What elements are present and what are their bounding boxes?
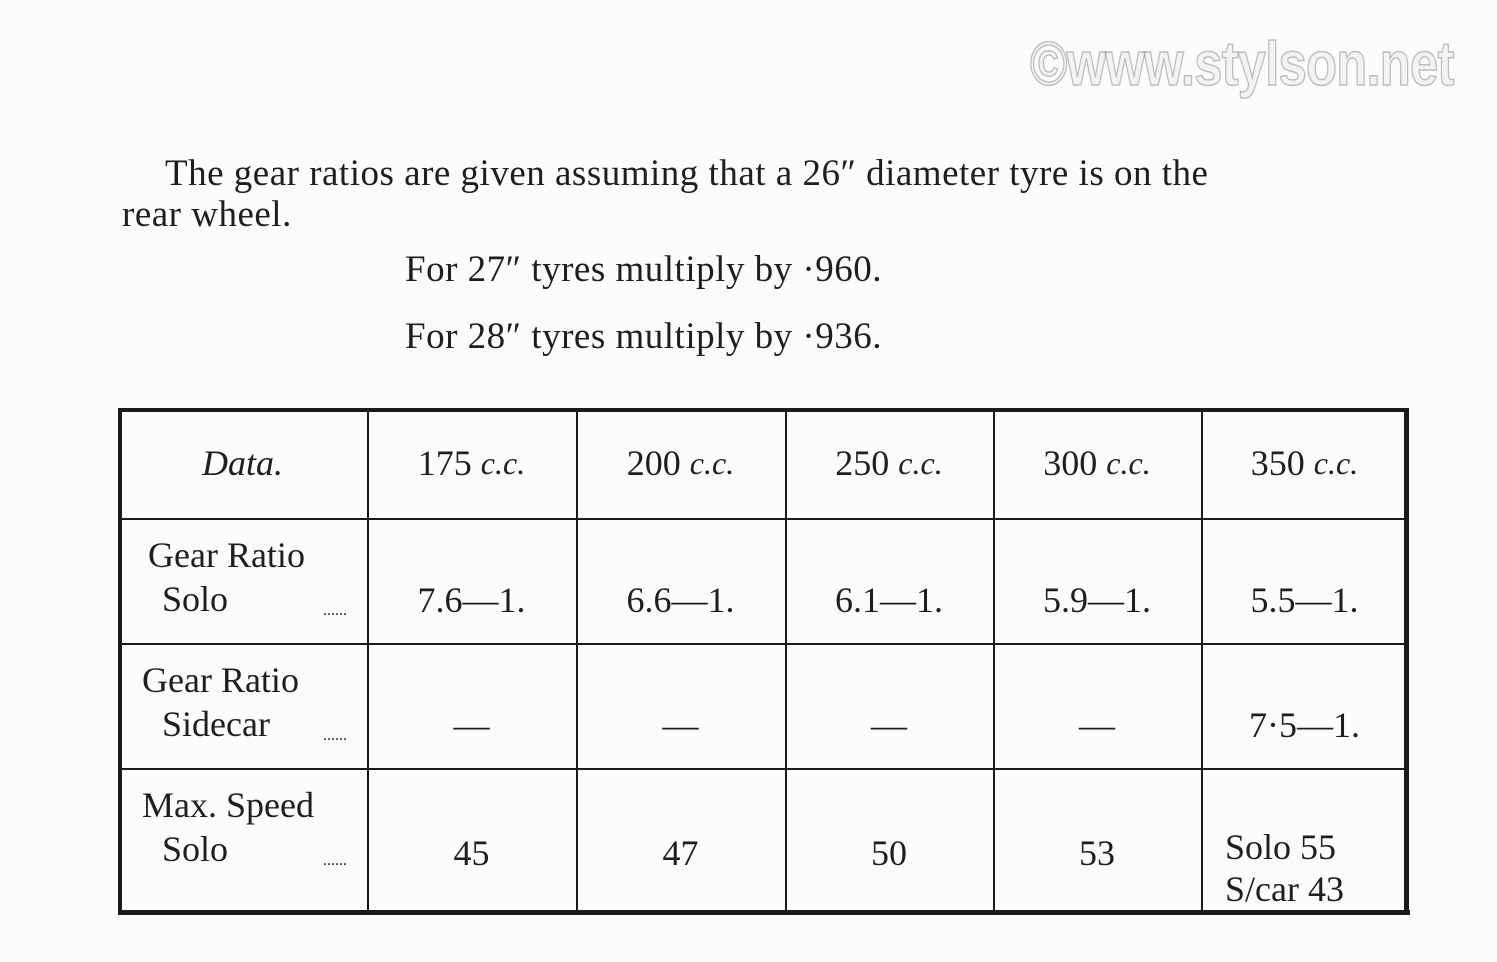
table-cell: 50 — [871, 833, 907, 873]
row-label-line1: Gear Ratio — [142, 660, 299, 700]
header-175cc: 175 c.c. — [367, 408, 576, 518]
table-bottom-border — [118, 910, 1410, 915]
header-data: Data. — [118, 408, 367, 518]
table-left-border — [118, 408, 122, 914]
gear-ratio-table: Data. 175 c.c. 200 c.c. 250 c.c. 300 c.c. 350… — [118, 408, 1410, 915]
row-label: Gear Ratio Sidecar...... — [118, 643, 367, 768]
leader-dots: ...... — [323, 602, 347, 619]
engine-size: 175 — [417, 443, 481, 483]
table-cell: 6.1—1. — [835, 580, 943, 620]
row-label-line2: Solo — [162, 829, 229, 869]
unit: c.c. — [898, 444, 943, 481]
unit: c.c. — [480, 444, 526, 481]
engine-size: 300 — [1043, 443, 1107, 483]
table-cell: 5.5—1. — [1250, 580, 1359, 620]
table-cell: — — [871, 705, 907, 745]
header-300cc: 300 c.c. — [993, 408, 1201, 518]
column-divider — [1201, 412, 1203, 910]
column-divider — [576, 412, 578, 910]
row-label-line2: Sidecar — [162, 704, 270, 744]
row-divider — [118, 518, 1408, 520]
table-cell: — — [1079, 705, 1115, 745]
row-label-line2: Solo — [162, 579, 229, 619]
table-right-border — [1404, 408, 1409, 914]
header-label: Data. — [202, 443, 283, 483]
table-top-border — [118, 408, 1408, 412]
row-divider — [118, 768, 1408, 770]
table-cell: Solo 55 S/car 43 — [1201, 768, 1408, 912]
row-label-line1: Gear Ratio — [148, 535, 305, 575]
table-cell: 53 — [1079, 833, 1115, 873]
leader-dots: ...... — [323, 727, 347, 744]
table-cell: 7.6—1. — [417, 580, 526, 620]
table-cell: 7·5—1. — [1249, 705, 1360, 745]
table-cell: 45 — [453, 833, 490, 873]
column-divider — [993, 412, 995, 910]
header-200cc: 200 c.c. — [576, 408, 785, 518]
engine-size: 250 — [835, 443, 899, 483]
multiplier-27: For 27″ tyres multiply by ·960. — [405, 249, 882, 290]
unit: c.c. — [1106, 444, 1151, 481]
table-cell: 5.9—1. — [1043, 580, 1151, 620]
unit: c.c. — [689, 444, 735, 481]
table-cell: 6.6—1. — [626, 580, 735, 620]
row-label: Max. Speed Solo...... — [118, 768, 367, 912]
table-cell: — — [662, 705, 699, 745]
header-350cc: 350 c.c. — [1201, 408, 1408, 518]
cell-line: Solo 55 — [1225, 827, 1337, 867]
leader-dots: ...... — [323, 852, 347, 869]
row-divider — [118, 643, 1408, 645]
row-label: Gear Ratio Solo...... — [118, 518, 367, 643]
cell-line: S/car 43 — [1225, 869, 1344, 909]
row-label-line1: Max. Speed — [142, 785, 314, 825]
column-divider — [785, 412, 787, 910]
header-250cc: 250 c.c. — [785, 408, 993, 518]
engine-size: 200 — [626, 443, 690, 483]
multiplier-28: For 28″ tyres multiply by ·936. — [405, 316, 882, 357]
engine-size: 350 — [1250, 443, 1314, 483]
table-cell: 47 — [662, 833, 699, 873]
watermark: ©www.stylson.net — [1029, 29, 1455, 100]
intro-line-2: rear wheel. — [122, 194, 292, 235]
unit: c.c. — [1313, 444, 1359, 481]
intro-line-1: The gear ratios are given assuming that … — [165, 153, 1209, 194]
table-cell: — — [453, 705, 490, 745]
column-divider — [367, 412, 369, 910]
